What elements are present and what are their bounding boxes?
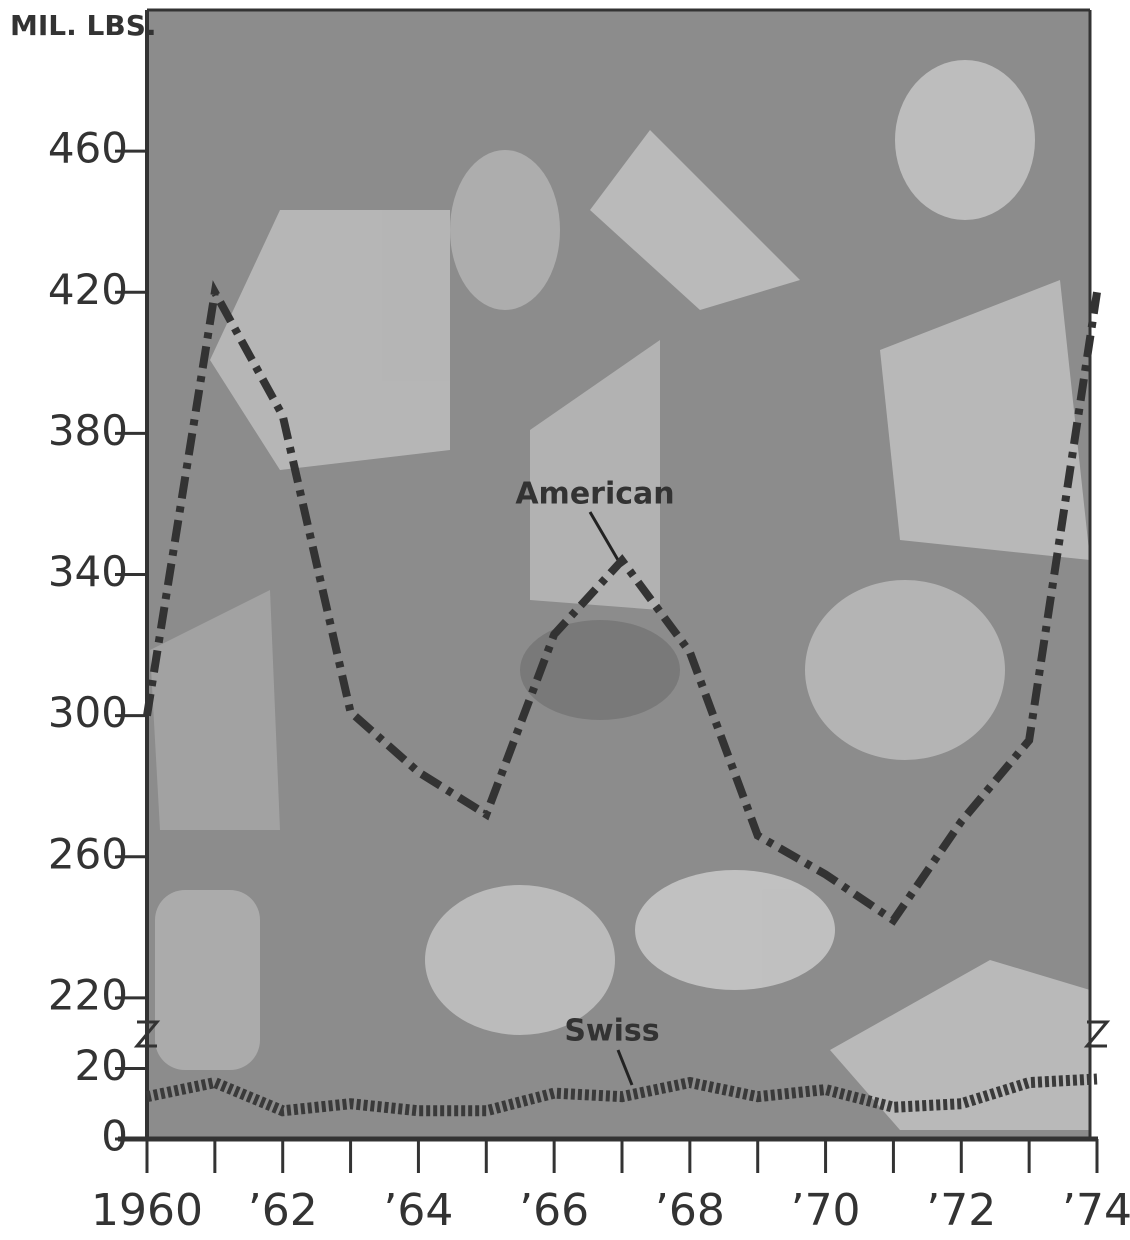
x-tick-label: 1960 <box>91 1185 203 1236</box>
y-tick-label: 20 <box>75 1041 128 1090</box>
y-axis-label: MIL. LBS. <box>10 9 157 42</box>
x-tick-label: ’66 <box>519 1185 589 1236</box>
y-tick-label: 340 <box>48 547 128 596</box>
series-label: American <box>515 477 674 512</box>
chart: MIL. LBS. 0 20 220 260 300 340 380 420 460 1960 ’6… <box>0 0 1130 1236</box>
x-tick-label: ’72 <box>926 1185 996 1236</box>
y-tick-label: 380 <box>48 406 128 455</box>
y-tick-label: 260 <box>48 829 128 878</box>
series-label: Swiss <box>564 1014 659 1049</box>
y-tick-label: 460 <box>48 124 128 173</box>
x-tick-label: ’74 <box>1062 1185 1130 1236</box>
x-tick-label: ’64 <box>383 1185 453 1236</box>
y-tick-label: 220 <box>48 970 128 1019</box>
x-tick-label: ’70 <box>791 1185 861 1236</box>
y-tick-label: 420 <box>48 265 128 314</box>
y-tick-label: 300 <box>48 688 128 737</box>
y-tick-label: 0 <box>101 1112 128 1161</box>
x-tick-label: ’62 <box>248 1185 318 1236</box>
x-tick-label: ’68 <box>655 1185 725 1236</box>
